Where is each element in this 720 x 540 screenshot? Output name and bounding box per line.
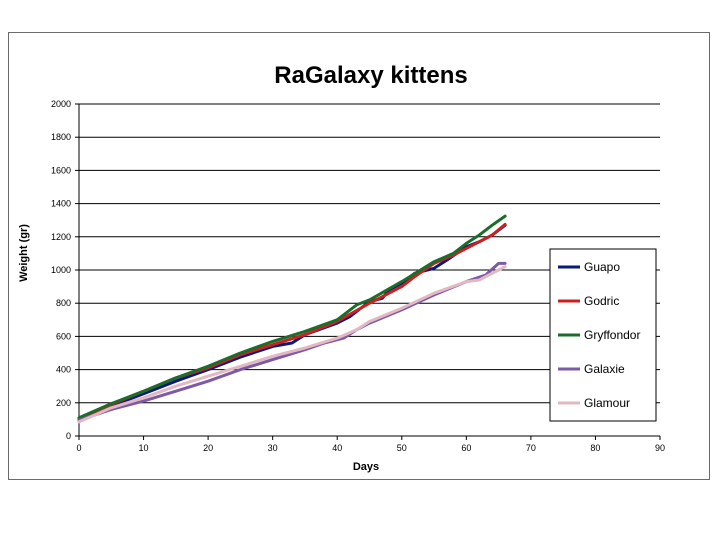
x-tick-label: 80 [590,443,600,453]
x-tick-label: 90 [655,443,665,453]
legend: Guapo Godric Gryffondor Galaxie Glamour [549,248,657,422]
x-tick-label: 0 [76,443,81,453]
legend-label-guapo: Guapo [584,260,620,274]
series-line-guapo [77,223,507,421]
x-tick-label: 70 [526,443,536,453]
axes [75,103,661,440]
chart-svg: RaGalaxy kittens 02004006008001000120014… [18,62,665,473]
y-axis-label: Weight (gr) [18,224,30,282]
y-tick-label: 400 [56,365,71,375]
y-tick-label: 1000 [51,265,71,275]
series-line-glamour [77,265,507,424]
legend-label-gryffondor: Gryffondor [584,328,640,342]
y-tick-label: 600 [56,331,71,341]
x-tick-label: 10 [139,443,149,453]
series-line-gryffondor [77,214,507,420]
x-tick-label: 50 [397,443,407,453]
chart-frame: RaGalaxy kittens 0 200 400 600 800 1000 1200 14… [8,32,710,480]
x-tick-label: 30 [268,443,278,453]
y-tick-label: 1400 [51,199,71,209]
grid-lines [79,103,660,404]
y-tick-label: 1800 [51,132,71,142]
series-layer [77,214,507,424]
x-tick-label: 40 [332,443,342,453]
y-tick-label: 2000 [51,99,71,109]
y-tick-label: 1200 [51,232,71,242]
y-tick-label: 1600 [51,165,71,175]
legend-label-galaxie: Galaxie [584,362,625,376]
chart-title: RaGalaxy kittens [274,62,467,89]
y-tick-label: 800 [56,298,71,308]
x-axis-label: Days [353,461,379,473]
legend-label-godric: Godric [584,294,619,308]
y-tick-label: 0 [66,431,71,441]
x-tick-label: 60 [461,443,471,453]
legend-label-glamour: Glamour [584,396,630,410]
tick-labels: 0 200 400 600 800 1000 1200 1400 1600 1800 2000 0 10… [51,99,665,453]
x-tick-label: 20 [203,443,213,453]
y-tick-label: 200 [56,398,71,408]
